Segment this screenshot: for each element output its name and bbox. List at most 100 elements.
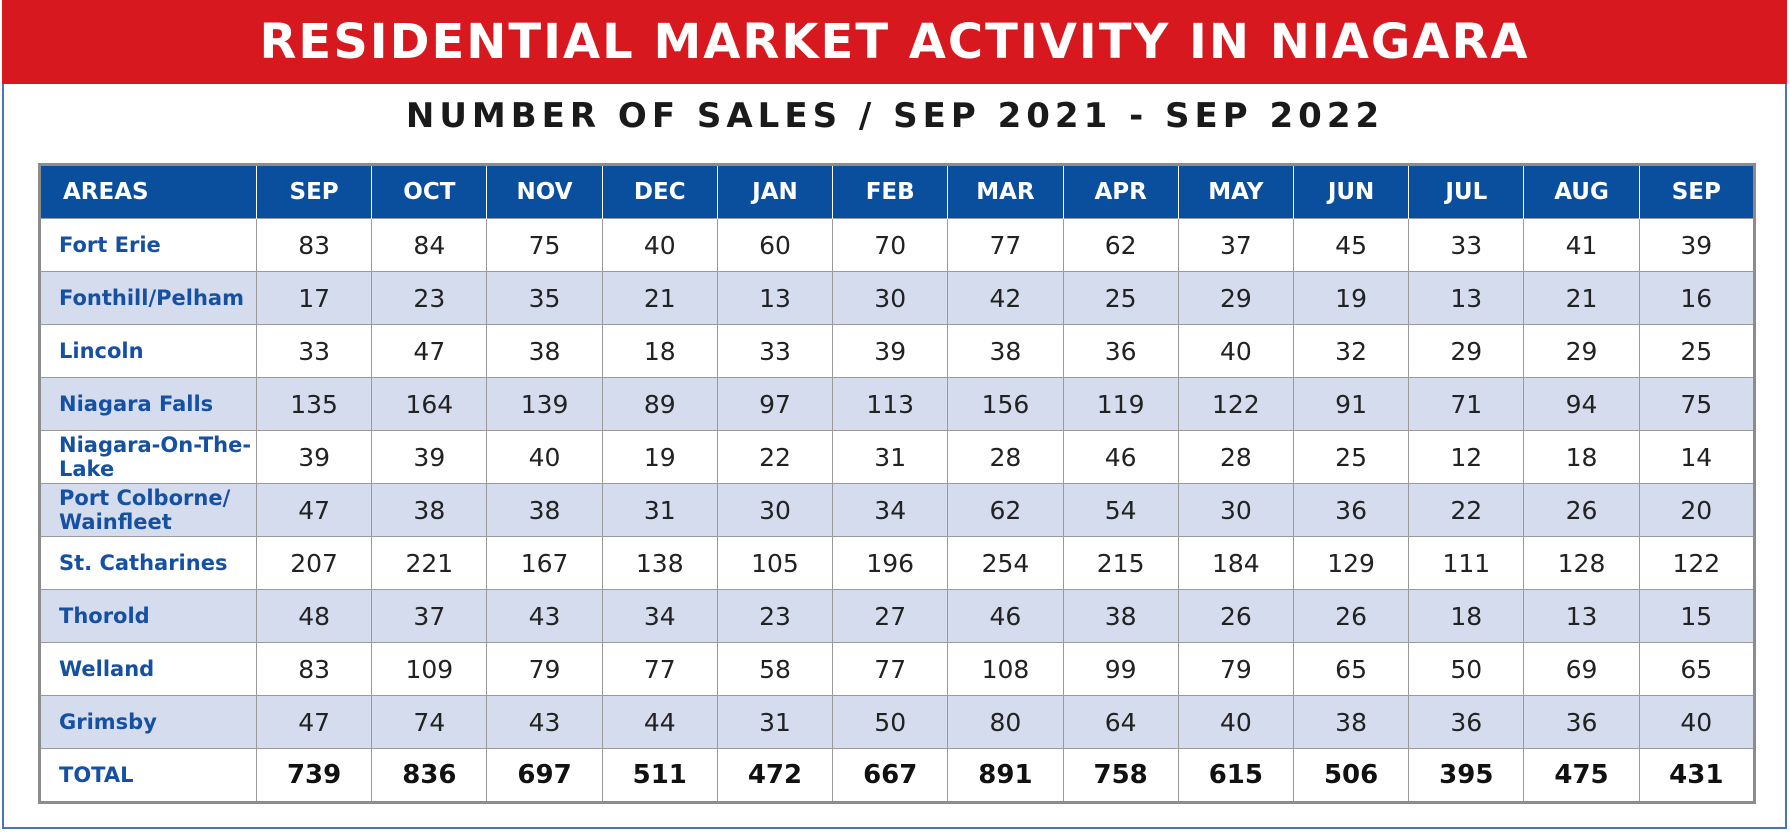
sales-value: 47 <box>371 324 488 378</box>
column-header-month: OCT <box>371 164 488 219</box>
sales-value: 37 <box>1177 218 1294 272</box>
sales-value: 84 <box>371 218 488 272</box>
title-banner: RESIDENTIAL MARKET ACTIVITY IN NIAGARA <box>2 0 1787 84</box>
sales-value: 111 <box>1408 536 1525 590</box>
column-header-month: JUL <box>1408 164 1525 219</box>
table-row: Fonthill/Pelham 17 23 35 21 13 30 42 25 29 19 13 21 1… <box>39 271 1756 325</box>
sales-value: 17 <box>255 271 373 325</box>
area-name: Port Colborne/ Wainfleet <box>39 483 257 537</box>
sales-value: 122 <box>1638 536 1756 590</box>
sales-value: 83 <box>255 218 373 272</box>
sales-value: 64 <box>1062 695 1179 749</box>
sales-value: 62 <box>947 483 1064 537</box>
sales-value: 71 <box>1408 377 1525 431</box>
sales-value: 109 <box>371 642 488 696</box>
sales-value: 12 <box>1408 430 1525 484</box>
sales-value: 167 <box>486 536 603 590</box>
table-header-row: AREAS SEP OCT NOV DEC JAN FEB MAR APR MAY JUN JUL A… <box>39 164 1756 219</box>
sales-value: 45 <box>1292 218 1410 272</box>
sales-value: 33 <box>716 324 834 378</box>
sales-value: 667 <box>832 748 949 803</box>
sales-value: 122 <box>1177 377 1294 431</box>
sales-value: 891 <box>947 748 1064 803</box>
sales-value: 44 <box>601 695 718 749</box>
sales-value: 42 <box>947 271 1064 325</box>
sales-value: 13 <box>1523 589 1640 643</box>
sales-value: 164 <box>371 377 488 431</box>
sales-value: 54 <box>1062 483 1179 537</box>
sales-value: 77 <box>832 642 949 696</box>
column-header-month: AUG <box>1523 164 1640 219</box>
sales-value: 38 <box>486 324 603 378</box>
table-row: Lincoln 33 47 38 18 33 39 38 36 40 32 29 29 25 <box>39 324 1756 378</box>
sales-value: 22 <box>1408 483 1525 537</box>
sales-value: 91 <box>1292 377 1410 431</box>
sales-value: 28 <box>1177 430 1294 484</box>
sales-value: 36 <box>1062 324 1179 378</box>
sales-value: 47 <box>255 695 373 749</box>
table-row: Fort Erie 83 84 75 40 60 70 77 62 37 45 33 41 39 <box>39 218 1756 272</box>
sales-value: 65 <box>1638 642 1756 696</box>
sales-value: 15 <box>1638 589 1756 643</box>
table-row: Thorold 48 37 43 34 23 27 46 38 26 26 18 13 15 <box>39 589 1756 643</box>
sales-value: 30 <box>1177 483 1294 537</box>
sales-value: 221 <box>371 536 488 590</box>
sales-value: 74 <box>371 695 488 749</box>
sales-value: 26 <box>1292 589 1410 643</box>
column-header-month: MAY <box>1177 164 1294 219</box>
sales-value: 207 <box>255 536 373 590</box>
area-name: Niagara Falls <box>39 377 257 431</box>
column-header-month: MAR <box>947 164 1064 219</box>
sales-value: 29 <box>1177 271 1294 325</box>
sales-value: 50 <box>1408 642 1525 696</box>
sales-value: 30 <box>716 483 834 537</box>
sales-value: 25 <box>1062 271 1179 325</box>
sales-value: 79 <box>486 642 603 696</box>
area-name: Welland <box>39 642 257 696</box>
sales-value: 36 <box>1408 695 1525 749</box>
sales-value: 14 <box>1638 430 1756 484</box>
sales-value: 32 <box>1292 324 1410 378</box>
sales-value: 697 <box>486 748 603 803</box>
sales-value: 138 <box>601 536 718 590</box>
sales-value: 23 <box>716 589 834 643</box>
column-header-areas: AREAS <box>39 164 257 219</box>
page-subtitle: NUMBER OF SALES / SEP 2021 - SEP 2022 <box>405 96 1385 136</box>
sales-value: 18 <box>1408 589 1525 643</box>
sales-value: 36 <box>1292 483 1410 537</box>
sales-value: 34 <box>832 483 949 537</box>
sales-value: 58 <box>716 642 834 696</box>
sales-value: 119 <box>1062 377 1179 431</box>
sales-value: 135 <box>255 377 373 431</box>
sales-value: 33 <box>255 324 373 378</box>
sales-value: 18 <box>1523 430 1640 484</box>
column-header-month: JUN <box>1292 164 1410 219</box>
sales-value: 25 <box>1638 324 1756 378</box>
sales-value: 184 <box>1177 536 1294 590</box>
area-name: Fonthill/Pelham <box>39 271 257 325</box>
sales-value: 758 <box>1062 748 1179 803</box>
area-name: Grimsby <box>39 695 257 749</box>
area-name: TOTAL <box>39 748 257 803</box>
sales-value: 65 <box>1292 642 1410 696</box>
sales-value: 31 <box>601 483 718 537</box>
sales-value: 395 <box>1408 748 1525 803</box>
sales-value: 19 <box>601 430 718 484</box>
sales-value: 25 <box>1292 430 1410 484</box>
sales-value: 21 <box>1523 271 1640 325</box>
sales-value: 39 <box>832 324 949 378</box>
sales-value: 60 <box>716 218 834 272</box>
sales-value: 43 <box>486 695 603 749</box>
sales-value: 13 <box>716 271 834 325</box>
sales-value: 254 <box>947 536 1064 590</box>
sales-value: 40 <box>1638 695 1756 749</box>
sales-value: 108 <box>947 642 1064 696</box>
sales-value: 83 <box>255 642 373 696</box>
sales-value: 23 <box>371 271 488 325</box>
table-row: Grimsby 47 74 43 44 31 50 80 64 40 38 36 36 40 <box>39 695 1756 749</box>
sales-value: 35 <box>486 271 603 325</box>
sales-value: 13 <box>1408 271 1525 325</box>
sales-value: 38 <box>486 483 603 537</box>
sales-value: 38 <box>371 483 488 537</box>
sales-value: 94 <box>1523 377 1640 431</box>
